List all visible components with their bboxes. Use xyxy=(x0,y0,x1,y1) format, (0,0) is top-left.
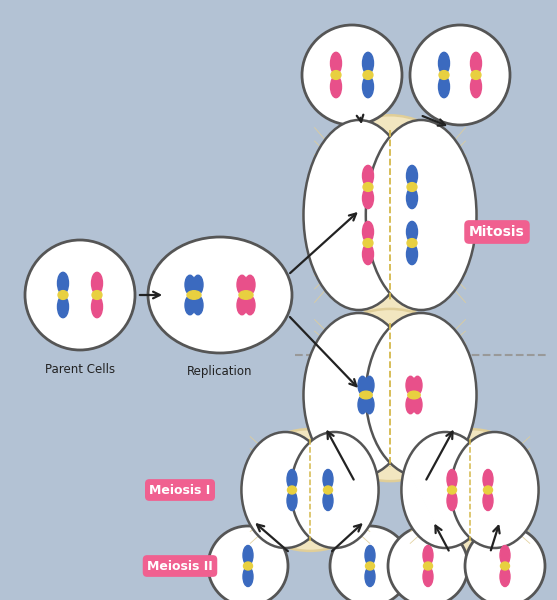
Ellipse shape xyxy=(402,429,538,551)
Circle shape xyxy=(25,240,135,350)
Ellipse shape xyxy=(185,275,195,294)
Ellipse shape xyxy=(57,272,69,294)
Ellipse shape xyxy=(330,52,341,74)
Ellipse shape xyxy=(413,376,422,394)
Text: Meiosis II: Meiosis II xyxy=(147,559,213,572)
Ellipse shape xyxy=(471,52,481,74)
Ellipse shape xyxy=(242,429,378,551)
Ellipse shape xyxy=(402,432,489,548)
Ellipse shape xyxy=(193,296,203,315)
Ellipse shape xyxy=(363,239,373,247)
Ellipse shape xyxy=(406,376,415,394)
Ellipse shape xyxy=(323,469,333,489)
Ellipse shape xyxy=(407,188,418,209)
Ellipse shape xyxy=(304,309,476,481)
Ellipse shape xyxy=(471,71,481,79)
Ellipse shape xyxy=(407,221,418,242)
Circle shape xyxy=(388,526,468,600)
Ellipse shape xyxy=(360,391,372,399)
Ellipse shape xyxy=(245,275,255,294)
Ellipse shape xyxy=(406,396,415,414)
Ellipse shape xyxy=(304,313,414,477)
Ellipse shape xyxy=(57,296,69,317)
Ellipse shape xyxy=(501,562,510,570)
Ellipse shape xyxy=(500,545,510,565)
Ellipse shape xyxy=(447,469,457,489)
Ellipse shape xyxy=(239,291,253,299)
Ellipse shape xyxy=(237,296,247,315)
Ellipse shape xyxy=(91,272,102,294)
Ellipse shape xyxy=(366,120,476,310)
Circle shape xyxy=(465,526,545,600)
Ellipse shape xyxy=(413,396,422,414)
Ellipse shape xyxy=(363,166,374,186)
Ellipse shape xyxy=(363,182,373,191)
Ellipse shape xyxy=(358,396,367,414)
Ellipse shape xyxy=(408,391,420,399)
Ellipse shape xyxy=(438,76,449,98)
Ellipse shape xyxy=(287,486,296,494)
Ellipse shape xyxy=(483,486,492,494)
Ellipse shape xyxy=(245,296,255,315)
Ellipse shape xyxy=(287,491,297,511)
Ellipse shape xyxy=(237,275,247,294)
Ellipse shape xyxy=(365,567,375,587)
Ellipse shape xyxy=(304,120,414,310)
Ellipse shape xyxy=(438,52,449,74)
Ellipse shape xyxy=(58,290,68,299)
Ellipse shape xyxy=(471,76,481,98)
Ellipse shape xyxy=(358,376,367,394)
Ellipse shape xyxy=(423,567,433,587)
Ellipse shape xyxy=(363,188,374,209)
Ellipse shape xyxy=(287,469,297,489)
Ellipse shape xyxy=(500,567,510,587)
Ellipse shape xyxy=(483,469,493,489)
Ellipse shape xyxy=(291,432,379,548)
Ellipse shape xyxy=(407,244,418,265)
Ellipse shape xyxy=(365,396,374,414)
Ellipse shape xyxy=(243,567,253,587)
Ellipse shape xyxy=(483,491,493,511)
Ellipse shape xyxy=(407,239,417,247)
Ellipse shape xyxy=(423,562,432,570)
Ellipse shape xyxy=(365,545,375,565)
Ellipse shape xyxy=(363,71,373,79)
Ellipse shape xyxy=(91,296,102,317)
Ellipse shape xyxy=(407,166,418,186)
Circle shape xyxy=(410,25,510,125)
Ellipse shape xyxy=(324,486,333,494)
Ellipse shape xyxy=(423,545,433,565)
Ellipse shape xyxy=(92,290,102,299)
Ellipse shape xyxy=(243,562,252,570)
Text: Meiosis I: Meiosis I xyxy=(149,484,211,497)
Ellipse shape xyxy=(407,182,417,191)
Ellipse shape xyxy=(323,491,333,511)
Text: Replication: Replication xyxy=(187,365,253,378)
Ellipse shape xyxy=(193,275,203,294)
Ellipse shape xyxy=(363,76,374,98)
Ellipse shape xyxy=(304,115,476,315)
Text: Parent Cells: Parent Cells xyxy=(45,363,115,376)
Ellipse shape xyxy=(330,76,341,98)
Ellipse shape xyxy=(439,71,449,79)
Ellipse shape xyxy=(187,291,201,299)
Ellipse shape xyxy=(148,237,292,353)
Circle shape xyxy=(208,526,288,600)
Circle shape xyxy=(302,25,402,125)
Ellipse shape xyxy=(447,486,457,494)
Ellipse shape xyxy=(331,71,341,79)
Ellipse shape xyxy=(363,244,374,265)
Ellipse shape xyxy=(185,296,195,315)
Ellipse shape xyxy=(363,221,374,242)
Ellipse shape xyxy=(365,376,374,394)
Ellipse shape xyxy=(365,562,374,570)
Ellipse shape xyxy=(363,52,374,74)
Text: Mitosis: Mitosis xyxy=(469,225,525,239)
Ellipse shape xyxy=(243,545,253,565)
Circle shape xyxy=(330,526,410,600)
Ellipse shape xyxy=(241,432,329,548)
Ellipse shape xyxy=(447,491,457,511)
Ellipse shape xyxy=(451,432,539,548)
Ellipse shape xyxy=(366,313,476,477)
